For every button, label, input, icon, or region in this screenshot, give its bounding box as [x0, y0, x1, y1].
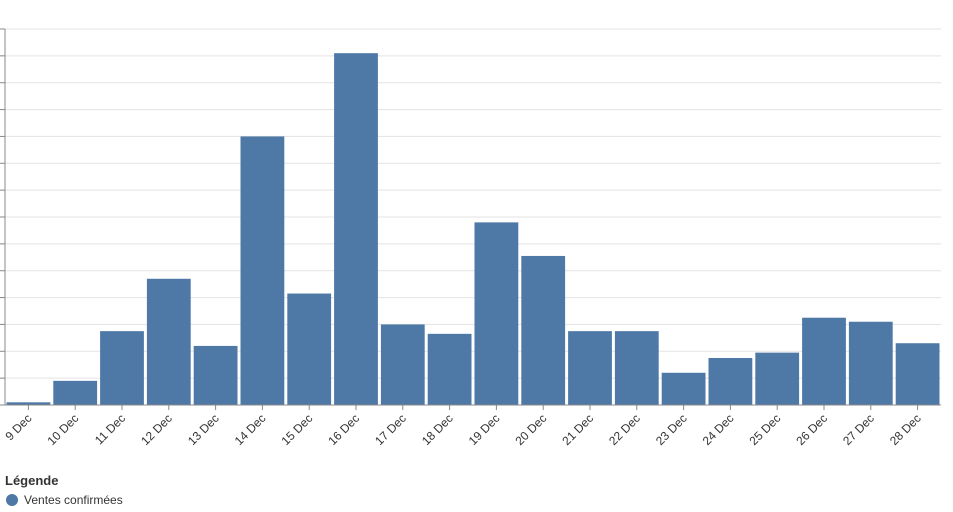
bar [380, 324, 425, 405]
bar [802, 317, 846, 405]
bar [240, 136, 285, 405]
x-tick-label: 24 Dec [700, 411, 737, 448]
legend-title: Légende [5, 473, 58, 488]
x-tick-label: 22 Dec [606, 411, 643, 448]
x-tick-label: 12 Dec [138, 411, 175, 448]
bar [708, 358, 753, 405]
x-tick-label: 11 Dec [92, 411, 128, 447]
x-tick-label: 14 Dec [232, 411, 269, 448]
x-tick-label: 19 Dec [466, 411, 503, 448]
legend-label: Ventes confirmées [24, 493, 123, 507]
bar [100, 331, 144, 405]
bar [521, 255, 566, 405]
x-tick-label: 21 Dec [559, 411, 596, 448]
bar [427, 333, 472, 405]
bar [895, 343, 940, 405]
bar [474, 222, 519, 405]
bar [661, 372, 706, 405]
bar [848, 321, 893, 405]
x-tick-label: 13 Dec [185, 411, 222, 448]
x-tick-label: 16 Dec [325, 411, 362, 448]
x-tick-label: 17 Dec [372, 411, 409, 448]
x-tick-label: 18 Dec [419, 411, 456, 448]
bar [146, 278, 191, 405]
legend-swatch [6, 494, 18, 506]
bar [755, 352, 800, 405]
x-tick-label: 20 Dec [513, 411, 550, 448]
bar [614, 331, 659, 405]
x-tick-label: 27 Dec [840, 411, 877, 448]
x-tick-label: 10 Dec [45, 411, 82, 448]
x-tick-label: 28 Dec [887, 411, 924, 448]
x-tick-label: 25 Dec [747, 411, 784, 448]
bar [193, 345, 238, 405]
bar [287, 293, 332, 405]
bar [568, 331, 612, 405]
x-tick-label: 9 Dec [2, 411, 34, 443]
x-tick-label: 15 Dec [279, 411, 316, 448]
bar [6, 402, 51, 405]
x-tick-label: 23 Dec [653, 411, 690, 448]
bar [53, 380, 98, 405]
x-tick-label: 26 Dec [793, 411, 830, 448]
bar [334, 53, 378, 406]
